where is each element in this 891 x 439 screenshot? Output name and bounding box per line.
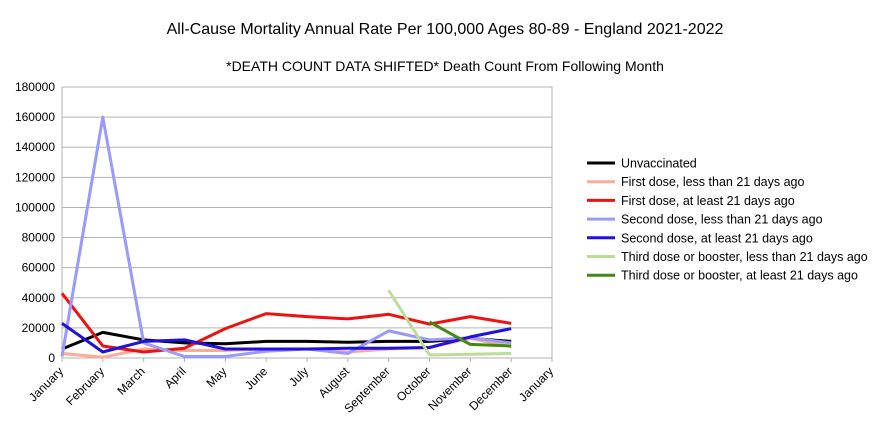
x-tick-label: January xyxy=(26,364,66,404)
legend-label: Third dose or booster, at least 21 days … xyxy=(621,269,858,283)
series-line-5 xyxy=(61,322,512,354)
y-tick-label: 60000 xyxy=(22,261,56,275)
y-tick-label: 0 xyxy=(48,351,55,365)
y-tick-label: 40000 xyxy=(22,291,56,305)
y-tick-label: 140000 xyxy=(15,140,55,154)
x-tick-label: June xyxy=(242,364,271,393)
x-tick-label: October xyxy=(394,364,434,404)
x-tick-label: December xyxy=(466,364,515,413)
y-tick-label: 80000 xyxy=(22,231,56,245)
x-tick-label: May xyxy=(204,364,230,390)
x-tick-label: March xyxy=(114,364,147,397)
x-tick-label: January xyxy=(516,364,556,404)
y-tick-label: 100000 xyxy=(15,200,55,214)
legend-label: First dose, at least 21 days ago xyxy=(621,194,795,208)
legend: Unvaccinated First dose, less than 21 day… xyxy=(587,157,868,283)
legend-label: Unvaccinated xyxy=(621,157,697,171)
chart-subtitle: *DEATH COUNT DATA SHIFTED* Death Count F… xyxy=(226,58,664,74)
series-line-7 xyxy=(428,320,512,348)
plot-area: 180000 160000 140000 120000 100000 80000 60000… xyxy=(15,80,556,416)
legend-label: Second dose, at least 21 days ago xyxy=(621,231,813,245)
legend-label: Third dose or booster, less than 21 days… xyxy=(621,250,868,264)
y-tick-label: 180000 xyxy=(15,80,55,94)
x-tick-label: February xyxy=(63,364,107,408)
y-tick-label: 160000 xyxy=(15,110,55,124)
y-tick-label: 20000 xyxy=(22,321,56,335)
y-tick-label: 120000 xyxy=(15,170,55,184)
x-tick-label: April xyxy=(162,364,189,391)
x-tick-label: November xyxy=(425,364,474,413)
series-line-6 xyxy=(387,289,512,357)
x-tick-label: July xyxy=(286,364,311,389)
legend-label: First dose, less than 21 days ago xyxy=(621,175,804,189)
x-tick-label: August xyxy=(316,364,353,401)
legend-label: Second dose, less than 21 days ago xyxy=(621,213,823,227)
chart-title: All-Cause Mortality Annual Rate Per 100,… xyxy=(167,21,724,38)
series-line-3 xyxy=(60,292,512,354)
